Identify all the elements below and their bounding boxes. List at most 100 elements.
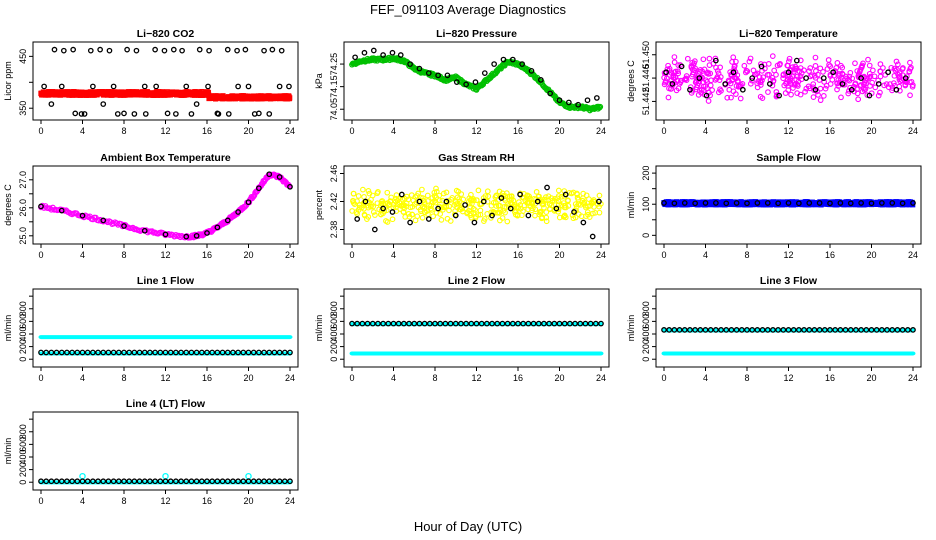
data-point: [889, 327, 896, 333]
data-point: [671, 69, 678, 76]
data-point: [832, 327, 839, 333]
data-point: [276, 174, 283, 180]
data-point: [287, 349, 293, 356]
data-point: [489, 212, 495, 219]
data-point: [862, 86, 869, 92]
data-point: [266, 171, 273, 178]
data-point: [162, 478, 169, 485]
data-point: [371, 226, 378, 233]
data-point: [41, 83, 47, 90]
series-magenta: [38, 171, 293, 241]
series-black: [661, 200, 916, 207]
data-point: [224, 349, 231, 356]
data-point: [256, 478, 262, 485]
data-point: [785, 83, 791, 89]
data-point: [873, 327, 880, 333]
data-point: [790, 327, 797, 333]
data-point: [87, 47, 94, 54]
data-point: [471, 219, 478, 226]
panel-title: Li−820 CO2: [137, 28, 195, 40]
data-point: [854, 86, 860, 93]
panel-pressure: Li−820 Pressure 0 4 8 12 16 20 24 74.0574.1574.2…: [314, 28, 610, 136]
data-point: [806, 68, 812, 74]
data-point: [353, 209, 360, 215]
data-point: [478, 320, 485, 327]
data-point: [494, 320, 501, 327]
data-point: [744, 200, 750, 207]
y-tick-label: 2.42: [329, 193, 339, 211]
x-tick-label: 16: [825, 250, 835, 260]
data-point: [235, 349, 241, 356]
data-point: [907, 66, 914, 72]
data-point: [703, 92, 710, 99]
data-point: [877, 89, 883, 96]
data-point: [681, 327, 688, 333]
x-tick-label: 12: [471, 126, 481, 136]
data-point: [764, 200, 771, 206]
panel-title: Line 1 Flow: [137, 275, 195, 287]
y-axis-label: ml/min: [3, 438, 13, 465]
data-point: [352, 54, 358, 61]
data-point: [287, 183, 293, 190]
data-point: [410, 197, 417, 204]
data-point: [276, 349, 283, 356]
y-tick-label: 200: [641, 166, 651, 181]
data-point: [204, 349, 210, 356]
data-point: [245, 472, 252, 480]
data-point: [496, 188, 503, 195]
data-point: [730, 69, 737, 76]
data-point: [438, 217, 445, 223]
x-tick-label: 20: [243, 126, 253, 136]
x-tick-label: 24: [596, 126, 606, 136]
data-point: [396, 196, 402, 202]
data-point: [389, 216, 396, 223]
data-point: [758, 61, 764, 67]
data-point: [79, 478, 86, 485]
y-tick-label: 74.25: [329, 53, 339, 76]
y-tick-label: 350: [18, 101, 28, 116]
data-point: [481, 70, 488, 76]
data-point: [136, 478, 143, 485]
panel-line4: Line 4 (LT) Flow 0 4 8 12 16 20 24 0 200400600800…: [3, 398, 299, 506]
data-point: [436, 197, 443, 204]
data-point: [842, 327, 849, 333]
y-axis-label: percent: [314, 189, 324, 220]
y-tick-label: 74.15: [329, 75, 339, 98]
data-point: [671, 200, 678, 207]
data-point: [596, 192, 603, 199]
series-black: [352, 47, 600, 108]
data-point: [687, 327, 693, 333]
x-tick-label: 0: [349, 250, 354, 260]
data-point: [281, 349, 288, 356]
data-point: [398, 191, 405, 198]
panel-sample_flow: Sample Flow 0 4 8 12 16 20 24 0 100 200 ml/min: [626, 152, 922, 260]
data-point: [702, 200, 709, 206]
data-point: [48, 101, 55, 107]
data-point: [364, 216, 370, 223]
data-point: [355, 193, 362, 199]
x-tick-label: 24: [285, 496, 295, 506]
data-point: [480, 195, 487, 201]
data-point: [853, 327, 859, 333]
data-point: [865, 56, 871, 63]
data-point: [179, 47, 185, 54]
y-axis-label: Licor ppm: [3, 61, 13, 101]
data-point: [448, 196, 455, 203]
data-point: [431, 189, 438, 196]
data-point: [803, 75, 809, 81]
y-tick-label: 2.46: [329, 165, 339, 183]
x-tick-label: 0: [661, 373, 666, 383]
data-point: [429, 195, 436, 201]
data-point: [666, 65, 673, 72]
data-point: [551, 320, 558, 327]
data-point: [556, 320, 563, 327]
data-point: [412, 217, 419, 224]
y-tick-label: 74.05: [329, 98, 339, 121]
data-point: [520, 320, 527, 327]
data-point: [397, 52, 404, 58]
data-point: [437, 211, 444, 217]
data-point: [855, 96, 862, 103]
data-point: [442, 320, 449, 327]
x-tick-label: 12: [160, 496, 170, 506]
data-point: [459, 205, 465, 212]
